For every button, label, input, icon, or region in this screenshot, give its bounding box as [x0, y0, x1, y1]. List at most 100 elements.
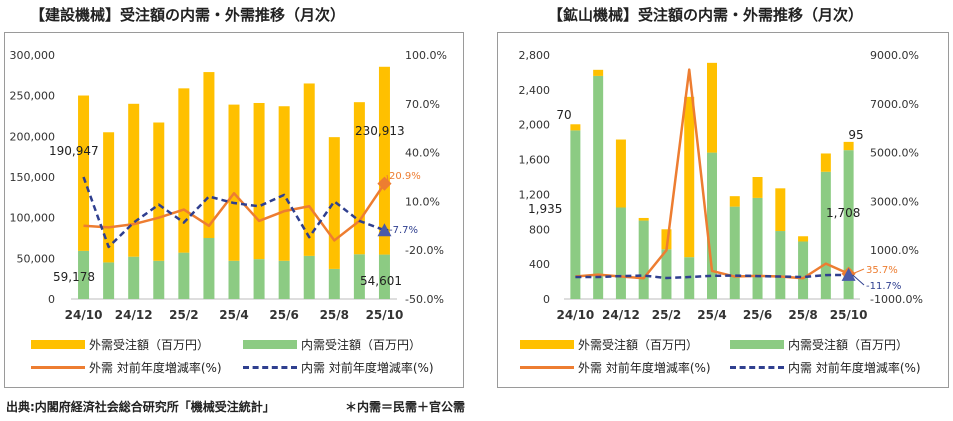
bar-external [303, 83, 315, 256]
x-tick-label: 25/4 [219, 308, 248, 322]
legend-item-dom-line: 内需 対前年度増減率(%) [243, 359, 434, 376]
y-tick-left: 800 [529, 223, 550, 236]
bar-domestic [103, 262, 115, 299]
line-domestic-rate [575, 273, 849, 280]
bar-domestic [178, 252, 190, 299]
legend-label-dom-line: 内需 対前年度増減率(%) [788, 361, 921, 375]
y-tick-right: 9000.0% [870, 49, 919, 62]
legend-swatch-dom-line [730, 366, 784, 369]
y-tick-right: -50.0% [405, 293, 444, 306]
marker-domestic-rate [377, 223, 392, 237]
x-tick-label: 25/6 [269, 308, 298, 322]
label-first-external-value: 70 [556, 108, 571, 122]
bar-external [178, 88, 190, 253]
y-tick-right: 40.0% [405, 147, 440, 160]
bar-external [328, 137, 340, 269]
y-tick-right: 1000.0% [870, 244, 919, 257]
definition-note: ＊内需＝民需＋官公需 [345, 400, 466, 414]
legend-swatch-dom-line [243, 366, 297, 369]
bar-domestic [303, 255, 315, 299]
bar-domestic [775, 231, 786, 299]
bar-domestic [593, 75, 604, 299]
legend-label-ext-line: 外需 対前年度増減率(%) [578, 361, 711, 375]
legend-item-ext-line: 外需 対前年度増減率(%) [520, 359, 711, 376]
y-tick-right: 5000.0% [870, 147, 919, 160]
bar-domestic [128, 256, 140, 299]
bar-external [820, 153, 831, 172]
label-external-rate: 35.7% [866, 265, 898, 276]
x-tick-label: 25/4 [697, 308, 726, 322]
legend-item-dom-bar: 内需受注額（百万円） [243, 336, 421, 353]
legend-swatch-dom-bar [730, 340, 784, 349]
legend-label-ext-bar: 外需受注額（百万円） [578, 338, 699, 352]
bar-external [593, 69, 604, 76]
bar-external [278, 106, 290, 261]
bar-external [729, 196, 740, 207]
label-domestic-rate: -11.7% [866, 281, 901, 292]
chart-title-mining: 【鉱山機械】受注額の内需・外需推移（月次） [548, 6, 864, 24]
legend-item-ext-bar: 外需受注額（百万円） [31, 336, 209, 353]
bar-external [253, 102, 265, 260]
legend-swatch-ext-bar [31, 340, 85, 349]
bar-external [378, 66, 390, 255]
bar-external [707, 62, 717, 153]
legend-label-dom-bar: 内需受注額（百万円） [301, 338, 422, 352]
chart-panel-construction: 0 50,000 100,000 150,000 200,000 250,000 300,0… [4, 32, 464, 388]
x-tick-label: 24/12 [602, 308, 640, 322]
leader-external-rate [386, 174, 389, 184]
y-tick-right: 10.0% [405, 195, 440, 208]
label-domestic-rate: -7.7% [389, 225, 418, 236]
x-tick-label: 25/6 [743, 308, 772, 322]
y-tick-right: 100.0% [405, 49, 447, 62]
bar-domestic [328, 268, 340, 299]
leader-external-rate [852, 268, 865, 275]
legend-item-ext-line: 外需 対前年度増減率(%) [31, 359, 222, 376]
chart-panel-mining: 0 400 800 1,200 1,600 2,000 2,400 2,800 -1000.0%… [497, 32, 949, 388]
y-tick-left: 400 [529, 258, 550, 271]
bar-external [684, 96, 695, 258]
bar-domestic [707, 152, 717, 299]
legend-item-dom-bar: 内需受注額（百万円） [730, 336, 908, 353]
y-tick-right: 7000.0% [870, 98, 919, 111]
x-tick-label: 25/8 [320, 308, 349, 322]
chart-construction-plot: 0 50,000 100,000 150,000 200,000 250,000 300,0… [10, 49, 447, 322]
bar-domestic [378, 254, 390, 299]
y-tick-left: 50,000 [17, 252, 56, 265]
legend-label-dom-line: 内需 対前年度増減率(%) [301, 361, 434, 375]
bar-external [661, 229, 672, 250]
line-external-rate [83, 182, 386, 242]
bar-external [615, 139, 626, 208]
bar-external [78, 95, 90, 251]
label-last-domestic-value: 1,708 [826, 206, 860, 220]
bar-domestic [278, 260, 290, 299]
chart-mining-plot: 0 400 800 1,200 1,600 2,000 2,400 2,800 -1000.0%… [519, 49, 923, 322]
bar-external [353, 102, 365, 255]
y-tick-left: 150,000 [10, 171, 56, 184]
label-last-external-value: 95 [848, 128, 863, 142]
legend-label-dom-bar: 内需受注額（百万円） [788, 338, 909, 352]
label-last-domestic-value: 54,601 [360, 274, 402, 288]
bar-domestic [78, 250, 90, 299]
legend-swatch-ext-line [520, 366, 574, 369]
x-tick-label: 24/12 [115, 308, 153, 322]
y-tick-right: -20.0% [405, 244, 444, 257]
bar-domestic [798, 241, 809, 299]
y-tick-left: 0 [543, 293, 550, 306]
bar-domestic [153, 260, 165, 299]
x-tick-label: 24/10 [65, 308, 103, 322]
y-tick-left: 2,800 [519, 49, 551, 62]
y-tick-left: 1,600 [519, 154, 551, 167]
y-tick-left: 2,400 [519, 84, 551, 97]
line-domestic-rate [82, 176, 385, 249]
y-tick-left: 0 [48, 293, 55, 306]
bar-domestic [820, 171, 831, 299]
label-first-external-value: 190,947 [49, 144, 99, 158]
x-tick-label: 25/10 [830, 308, 868, 322]
bar-external [570, 124, 581, 131]
bar-external [103, 132, 115, 263]
bar-external [638, 217, 649, 221]
bar-external [843, 141, 854, 151]
bar-external [798, 236, 809, 242]
bar-external [752, 177, 763, 198]
bar-external [128, 103, 140, 257]
